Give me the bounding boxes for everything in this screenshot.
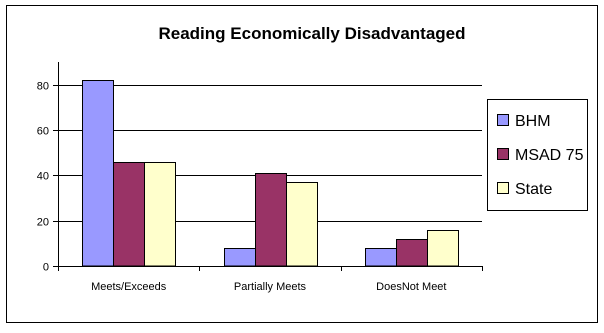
bar-state [427, 230, 459, 267]
x-tick-label: Meets/Exceeds [91, 281, 167, 293]
bar-msad-75 [113, 162, 145, 267]
legend-label: State [515, 181, 552, 198]
bar-bhm [365, 248, 397, 267]
legend-swatch [497, 114, 509, 126]
bar-msad-75 [396, 239, 428, 267]
chart-title: Reading Economically Disadvantaged [158, 24, 465, 43]
y-tick-label: 0 [43, 262, 49, 274]
x-tick-label: DoesNot Meet [376, 281, 446, 293]
bar-bhm [224, 248, 256, 267]
axes: 0 20 40 60 80 Meets/Exceeds Partially Meets Doe… [37, 62, 483, 293]
bar-state [144, 162, 176, 267]
y-tick-label: 40 [37, 171, 49, 183]
legend-swatch [497, 182, 509, 194]
bar-state [286, 182, 318, 267]
bar-bhm [82, 80, 114, 267]
y-tick-label: 60 [37, 126, 49, 138]
legend-swatch [497, 148, 509, 160]
legend-label: BHM [515, 113, 551, 130]
y-tick-label: 20 [37, 217, 49, 229]
x-tick-label: Partially Meets [234, 281, 307, 293]
legend: BHM MSAD 75 State [487, 99, 588, 211]
y-tick-label: 80 [37, 81, 49, 93]
legend-label: MSAD 75 [515, 147, 584, 164]
bar-msad-75 [255, 173, 287, 267]
